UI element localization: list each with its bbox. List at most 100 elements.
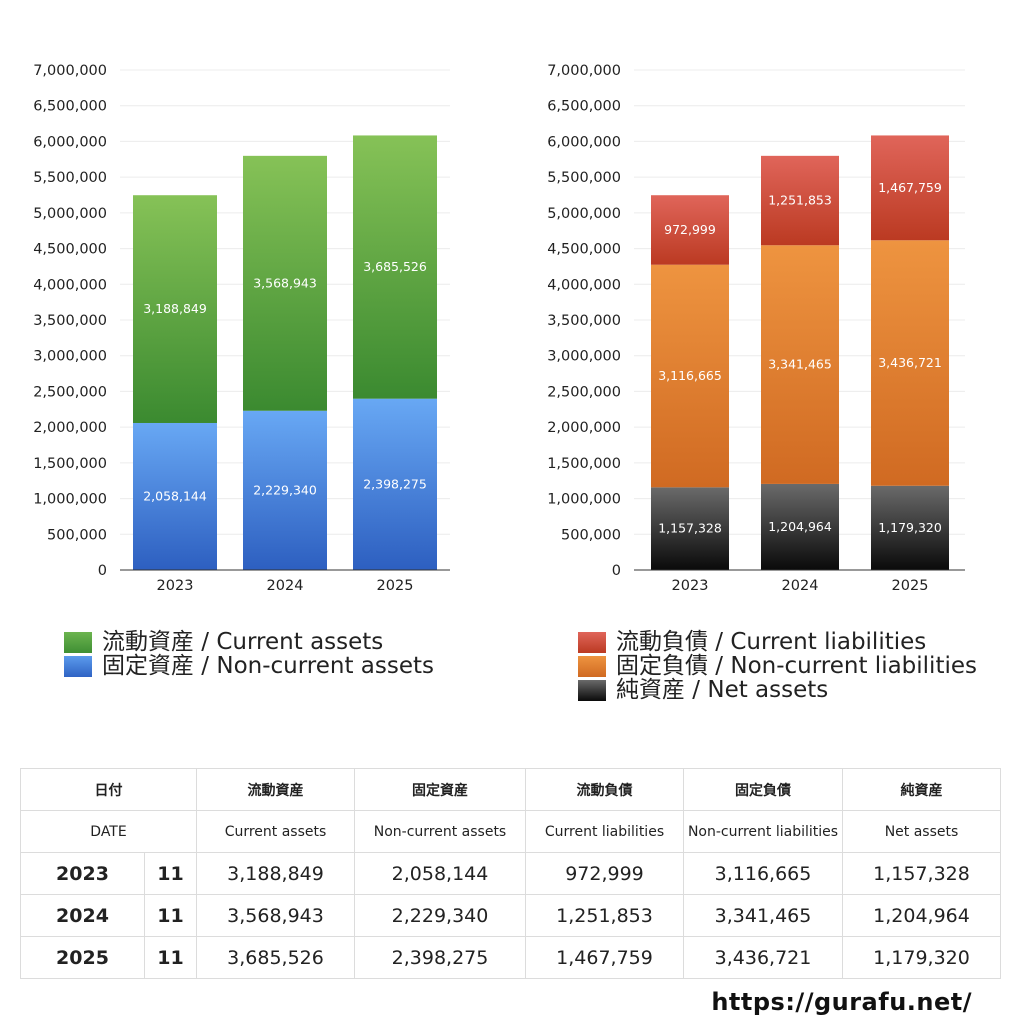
cell-current-liabilities: 1,467,759 <box>525 936 684 979</box>
data-label-current-liabilities-2025: 1,467,759 <box>878 180 942 195</box>
legend-liabilities: 流動負債 / Current liabilities 固定負債 / Non-cu… <box>578 630 977 702</box>
legend-swatch-net-assets <box>578 679 606 701</box>
cell-current-liabilities: 972,999 <box>525 852 684 895</box>
y-tick-label: 2,500,000 <box>33 384 107 400</box>
row-month: 11 <box>144 936 197 979</box>
cell-current-assets: 3,685,526 <box>196 936 355 979</box>
legend-item-non-current-liabilities: 固定負債 / Non-current liabilities <box>578 654 977 678</box>
cell-current-liabilities: 1,251,853 <box>525 894 684 937</box>
table-row: 2024 11 3,568,943 2,229,340 1,251,853 3,… <box>20 894 1001 937</box>
header-current-assets-en: Current assets <box>196 810 355 853</box>
header-current-liabilities-en: Current liabilities <box>525 810 684 853</box>
header-net-assets-en: Net assets <box>842 810 1001 853</box>
data-label-non-current-liabilities-2025: 3,436,721 <box>878 355 942 370</box>
cell-non-current-assets: 2,398,275 <box>354 936 526 979</box>
y-tick-label: 3,000,000 <box>547 349 621 365</box>
x-tick-label: 2025 <box>892 578 929 594</box>
y-tick-label: 1,500,000 <box>33 456 107 472</box>
cell-net-assets: 1,204,964 <box>842 894 1001 937</box>
y-tick-label: 4,000,000 <box>33 277 107 293</box>
cell-net-assets: 1,157,328 <box>842 852 1001 895</box>
legend-swatch-non-current-assets <box>64 655 92 677</box>
bar-net-assets-2025 <box>871 485 949 570</box>
data-label-non-current-liabilities-2023: 3,116,665 <box>658 368 722 383</box>
data-table: 日付 流動資産 固定資産 流動負債 固定負債 純資産 DATE Current … <box>20 768 1001 979</box>
y-tick-label: 6,500,000 <box>547 99 621 115</box>
y-tick-label: 0 <box>612 563 621 579</box>
y-tick-label: 1,000,000 <box>33 492 107 508</box>
charts-canvas: 0 500,000 1,000,000 1,500,000 2,000,000 2,500… <box>33 63 965 594</box>
cell-non-current-liabilities: 3,116,665 <box>683 852 843 895</box>
legend-item-current-assets: 流動資産 / Current assets <box>64 630 434 654</box>
y-tick-label: 5,500,000 <box>547 170 621 186</box>
bar-non-current-liabilities-2025 <box>871 240 949 486</box>
cell-current-assets: 3,188,849 <box>196 852 355 895</box>
header-non-current-liabilities-jp: 固定負債 <box>683 768 843 811</box>
bar-current-assets-2024 <box>243 155 327 411</box>
cell-non-current-liabilities: 3,341,465 <box>683 894 843 937</box>
data-label-net-assets-2023: 1,157,328 <box>658 521 722 536</box>
bar-current-assets-2025 <box>353 135 437 399</box>
y-tick-label: 5,000,000 <box>33 206 107 222</box>
y-tick-label: 4,000,000 <box>547 277 621 293</box>
legend-label-current-assets: 流動資産 / Current assets <box>102 629 384 655</box>
y-tick-label: 500,000 <box>47 527 107 543</box>
header-net-assets-jp: 純資産 <box>842 768 1001 811</box>
header-non-current-assets-jp: 固定資産 <box>354 768 526 811</box>
header-date-jp: 日付 <box>20 768 197 811</box>
y-tick-label: 5,000,000 <box>547 206 621 222</box>
legend-label-non-current-assets: 固定資産 / Non-current assets <box>102 653 435 679</box>
bar-non-current-liabilities-2024 <box>761 245 839 484</box>
bar-non-current-assets-2025 <box>353 398 437 570</box>
cell-non-current-assets: 2,058,144 <box>354 852 526 895</box>
legend-item-net-assets: 純資産 / Net assets <box>578 678 977 702</box>
y-tick-label: 6,000,000 <box>547 134 621 150</box>
row-year: 2024 <box>20 894 145 937</box>
data-label-current-liabilities-2023: 972,999 <box>664 222 716 237</box>
y-tick-label: 6,000,000 <box>33 134 107 150</box>
bar-non-current-assets-2023 <box>133 422 217 570</box>
cell-non-current-liabilities: 3,436,721 <box>683 936 843 979</box>
legend-swatch-non-current-liabilities <box>578 655 606 677</box>
data-label-non-current-assets-2024: 2,229,340 <box>253 482 317 497</box>
y-tick-label: 2,000,000 <box>33 420 107 436</box>
row-month: 11 <box>144 894 197 937</box>
bar-net-assets-2024 <box>761 483 839 570</box>
x-tick-label: 2025 <box>377 578 414 594</box>
table-header-jp: 日付 流動資産 固定資産 流動負債 固定負債 純資産 <box>20 768 1001 811</box>
cell-net-assets: 1,179,320 <box>842 936 1001 979</box>
x-tick-label: 2024 <box>782 578 819 594</box>
legend-item-current-liabilities: 流動負債 / Current liabilities <box>578 630 977 654</box>
header-current-liabilities-jp: 流動負債 <box>525 768 684 811</box>
cell-non-current-assets: 2,229,340 <box>354 894 526 937</box>
data-label-non-current-assets-2023: 2,058,144 <box>143 488 207 503</box>
y-tick-label: 7,000,000 <box>33 63 107 79</box>
row-year: 2023 <box>20 852 145 895</box>
y-tick-label: 2,000,000 <box>547 420 621 436</box>
legend-assets: 流動資産 / Current assets 固定資産 / Non-current… <box>64 630 434 678</box>
table-row: 2023 11 3,188,849 2,058,144 972,999 3,11… <box>20 852 1001 895</box>
legend-item-non-current-assets: 固定資産 / Non-current assets <box>64 654 434 678</box>
legend-swatch-current-liabilities <box>578 631 606 653</box>
table-row: 2025 11 3,685,526 2,398,275 1,467,759 3,… <box>20 936 1001 979</box>
x-tick-label: 2023 <box>672 578 709 594</box>
footer-url: https://gurafu.net/ <box>711 988 972 1016</box>
data-label-non-current-assets-2025: 2,398,275 <box>363 476 427 491</box>
chart-assets: 0 500,000 1,000,000 1,500,000 2,000,000 2,500… <box>33 63 450 594</box>
legend-label-current-liabilities: 流動負債 / Current liabilities <box>616 629 927 655</box>
legend-label-non-current-liabilities: 固定負債 / Non-current liabilities <box>616 653 977 679</box>
data-label-non-current-liabilities-2024: 3,341,465 <box>768 357 832 372</box>
data-label-current-assets-2023: 3,188,849 <box>143 301 207 316</box>
bar-non-current-liabilities-2023 <box>651 264 729 488</box>
x-tick-label: 2023 <box>157 578 194 594</box>
y-tick-label: 500,000 <box>561 527 621 543</box>
row-year: 2025 <box>20 936 145 979</box>
data-label-net-assets-2024: 1,204,964 <box>768 519 832 534</box>
data-label-net-assets-2025: 1,179,320 <box>878 520 942 535</box>
data-label-current-assets-2025: 3,685,526 <box>363 259 427 274</box>
y-tick-label: 3,500,000 <box>33 313 107 329</box>
y-tick-label: 3,000,000 <box>33 349 107 365</box>
legend-swatch-current-assets <box>64 631 92 653</box>
x-tick-label: 2024 <box>267 578 304 594</box>
bar-current-liabilities-2024 <box>761 155 839 246</box>
